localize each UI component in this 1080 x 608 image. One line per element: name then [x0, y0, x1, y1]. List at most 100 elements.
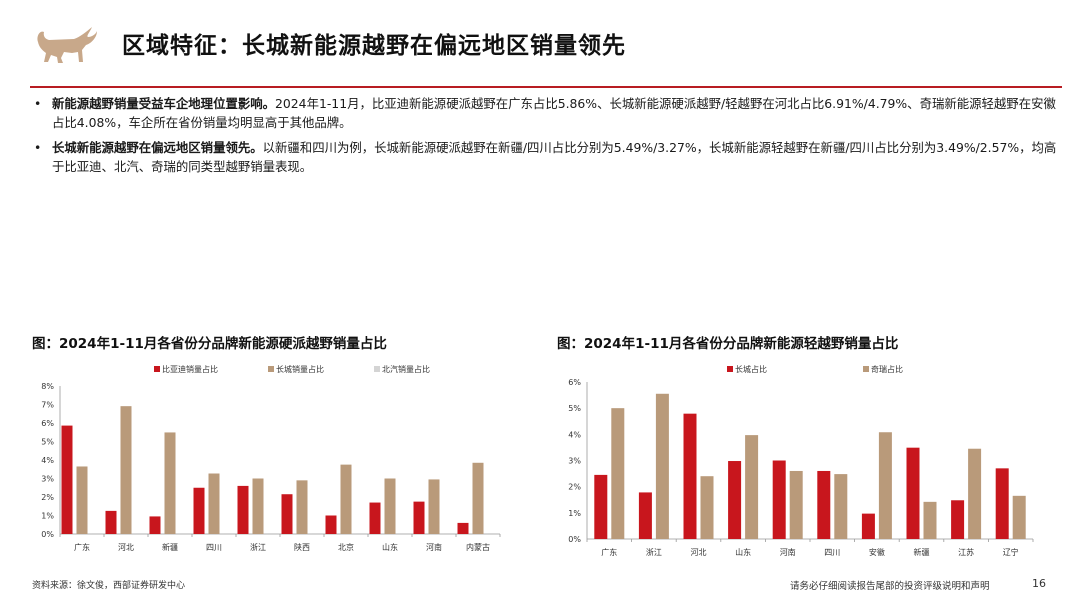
y-tick-label: 1%	[41, 512, 54, 521]
y-tick-label: 5%	[568, 404, 581, 413]
legend-swatch	[863, 366, 869, 372]
bar	[281, 494, 293, 534]
bar	[267, 533, 279, 534]
x-tick-label: 浙江	[250, 542, 266, 552]
legend-label: 长城占比	[735, 364, 767, 374]
legend-label: 长城销量占比	[276, 364, 324, 374]
bar	[594, 474, 608, 539]
bar	[325, 515, 337, 534]
bar	[817, 470, 831, 539]
bar	[834, 474, 848, 539]
bar	[745, 435, 759, 539]
bar	[311, 533, 323, 534]
y-tick-label: 3%	[568, 457, 581, 466]
bar	[193, 487, 205, 534]
bullet-text: 2024年1-11月，比亚迪新能源硬派越野在广东占比5.86%、长城新能源硬派越…	[52, 96, 1056, 130]
chart-title-light: 图：2024年1-11月各省份分品牌新能源轻越野销量占比	[557, 336, 899, 352]
legend-swatch	[727, 366, 733, 372]
bar	[487, 533, 499, 534]
bar	[369, 502, 381, 534]
x-tick-label: 广东	[74, 542, 90, 552]
x-tick-label: 四川	[824, 548, 840, 557]
bar	[772, 460, 786, 539]
bar	[995, 468, 1009, 539]
x-tick-label: 新疆	[162, 542, 178, 552]
x-tick-label: 陕西	[294, 542, 310, 552]
bar	[105, 510, 117, 534]
bar	[384, 478, 396, 534]
bar	[789, 470, 803, 539]
bar	[728, 461, 742, 539]
x-tick-label: 河南	[426, 542, 442, 552]
x-tick-label: 四川	[206, 543, 222, 552]
bar	[923, 501, 937, 539]
bar	[61, 425, 73, 534]
legend-label: 比亚迪销量占比	[162, 364, 218, 374]
disclaimer: 请务必仔细阅读报告尾部的投资评级说明和声明	[790, 581, 990, 592]
bullet-item: 新能源越野销量受益车企地理位置影响。2024年1-11月，比亚迪新能源硬派越野在…	[32, 94, 1057, 132]
bar	[76, 466, 88, 534]
bar	[413, 501, 425, 534]
x-tick-label: 江苏	[958, 547, 974, 557]
bullet-item: 长城新能源越野在偏远地区销量领先。以新疆和四川为例，长城新能源硬派越野在新疆/四…	[32, 138, 1057, 176]
bar	[91, 533, 103, 534]
bar	[135, 533, 147, 534]
bar	[861, 513, 875, 539]
y-tick-label: 0%	[568, 535, 581, 544]
bar	[223, 533, 235, 534]
bull-logo	[37, 27, 97, 63]
bar	[878, 432, 892, 539]
y-tick-label: 6%	[41, 419, 54, 428]
bar	[164, 432, 176, 534]
bullet-lead: 长城新能源越野在偏远地区销量领先。	[52, 140, 263, 155]
bar	[968, 448, 982, 539]
y-tick-label: 1%	[568, 509, 581, 518]
bar	[1012, 495, 1026, 539]
bar	[611, 408, 625, 539]
x-tick-label: 新疆	[914, 547, 930, 557]
legend-swatch	[268, 366, 274, 372]
bullet-lead: 新能源越野销量受益车企地理位置影响。	[52, 96, 276, 111]
bar	[443, 533, 455, 534]
chart-light-offroad: 长城占比 奇瑞占比 0% 1% 2% 3% 4% 5% 6% 广东 浙江 河北 山东 河南 四川 安徽 新疆 江苏…	[568, 364, 1034, 557]
legend-label: 奇瑞占比	[871, 364, 903, 374]
x-tick-label: 安徽	[869, 547, 885, 557]
bar	[399, 533, 411, 534]
bar	[340, 464, 352, 534]
y-tick-label: 8%	[41, 382, 54, 391]
y-tick-label: 2%	[568, 483, 581, 492]
y-tick-label: 4%	[568, 430, 581, 439]
page-number: 16	[1032, 577, 1046, 590]
chart-hardcore-offroad: 比亚迪销量占比 长城销量占比 北汽销量占比 0% 1% 2% 3% 4% 5% 6% 7% 8% 广东 河…	[41, 364, 501, 552]
bar	[252, 478, 264, 534]
y-tick-label: 7%	[41, 401, 54, 410]
bar	[700, 476, 714, 539]
y-tick-label: 5%	[41, 438, 54, 447]
chart-title-hardcore: 图：2024年1-11月各省份分品牌新能源硬派越野销量占比	[32, 336, 387, 352]
y-tick-label: 4%	[41, 456, 54, 465]
bar	[208, 473, 220, 534]
bar	[149, 516, 161, 534]
title-divider	[30, 86, 1062, 88]
bullet-list: 新能源越野销量受益车企地理位置影响。2024年1-11月，比亚迪新能源硬派越野在…	[32, 94, 1057, 182]
bar	[951, 500, 965, 539]
bullet-text: 以新疆和四川为例，长城新能源硬派越野在新疆/四川占比分别为5.49%/3.27%…	[52, 140, 1057, 174]
y-tick-label: 2%	[41, 493, 54, 502]
x-tick-label: 山东	[382, 542, 398, 552]
x-tick-label: 河南	[780, 547, 796, 557]
source-note: 资料来源：徐文俊，西部证券研发中心	[32, 581, 186, 591]
x-tick-label: 河北	[118, 542, 134, 552]
x-tick-label: 内蒙古	[466, 542, 490, 552]
x-tick-label: 广东	[601, 547, 617, 557]
bar	[355, 533, 367, 534]
x-tick-label: 辽宁	[1003, 547, 1019, 557]
bar	[457, 522, 469, 534]
bar	[428, 479, 440, 534]
bar	[655, 393, 669, 539]
y-tick-label: 6%	[568, 378, 581, 387]
x-tick-label: 北京	[338, 542, 354, 552]
bar	[179, 533, 191, 534]
legend-swatch	[154, 366, 160, 372]
x-tick-label: 浙江	[646, 547, 662, 557]
bar	[237, 485, 249, 534]
